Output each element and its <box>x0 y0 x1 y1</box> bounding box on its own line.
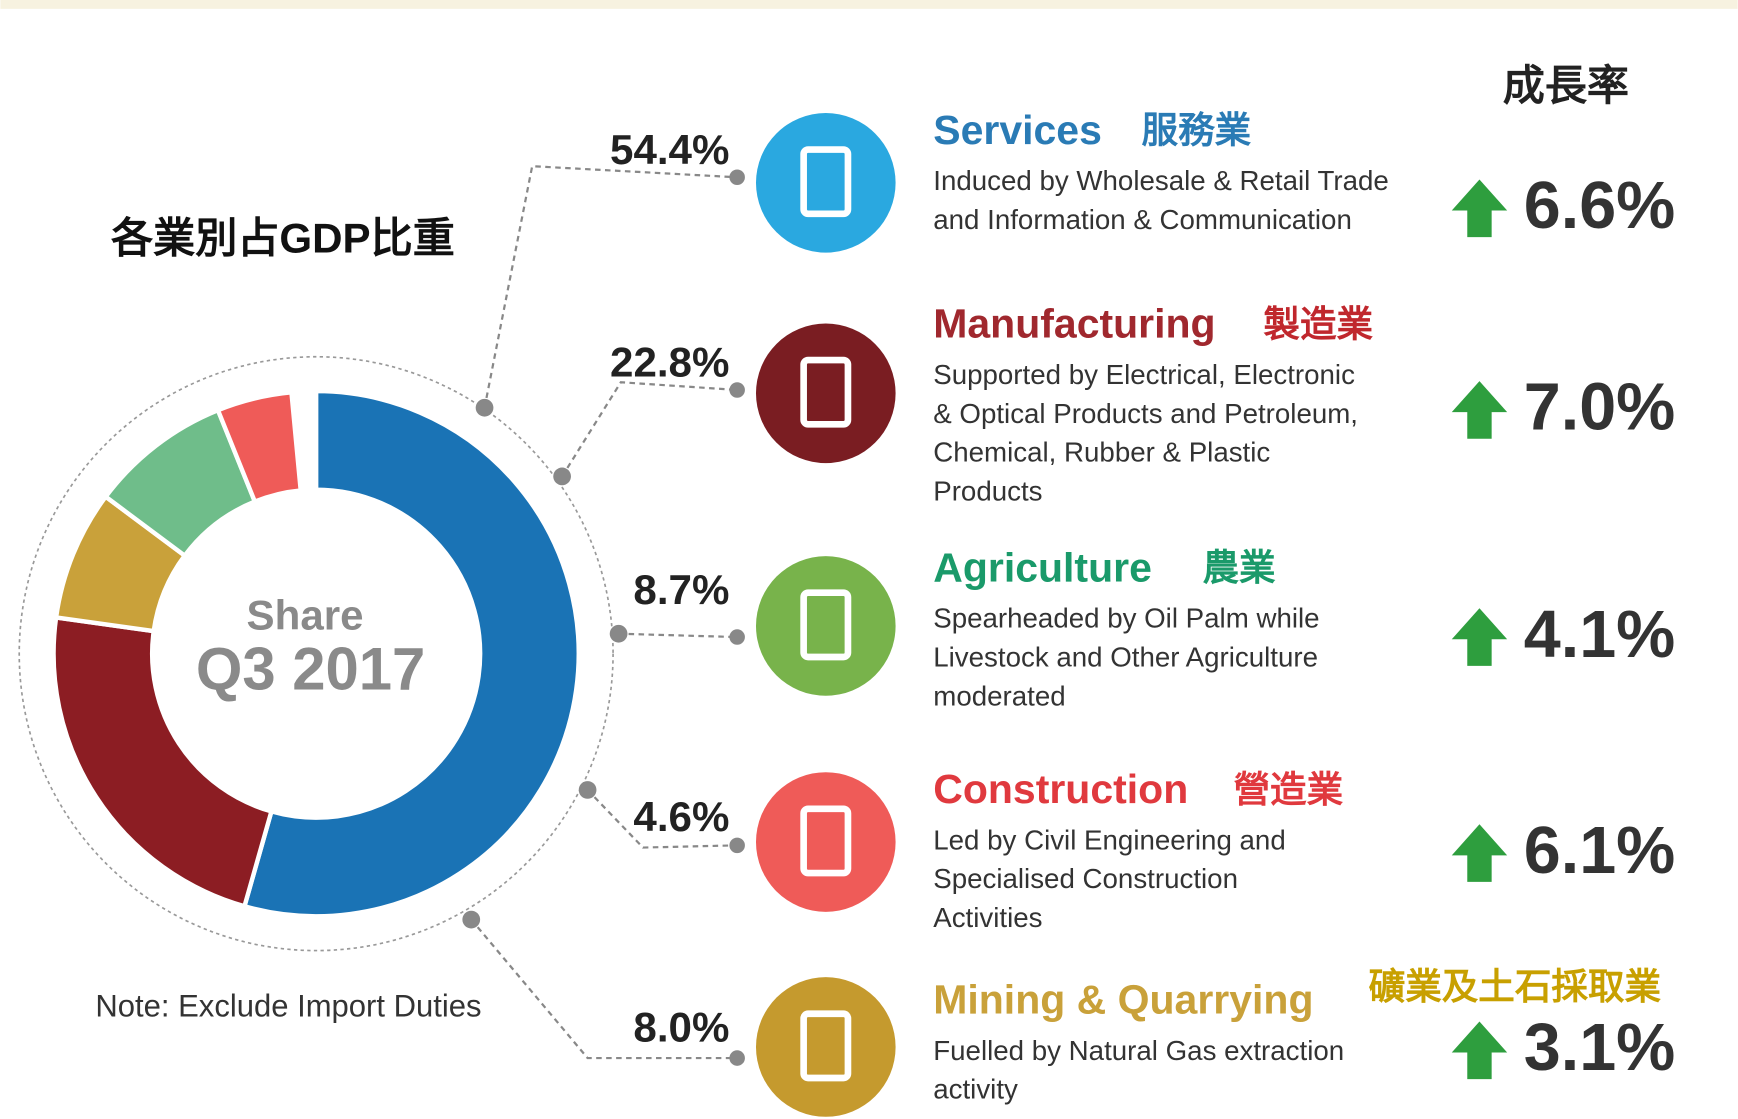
category-name-zh: 服務業 <box>1142 110 1252 151</box>
donut-slice <box>241 388 581 919</box>
description: activity <box>933 1074 1018 1105</box>
icon-glyph <box>800 356 852 428</box>
icon-glyph <box>800 589 852 661</box>
icon-circle <box>755 113 896 253</box>
connectors <box>470 165 738 1060</box>
category-name-zh: 農業 <box>1202 547 1276 588</box>
value-label: 54.4% <box>610 126 729 173</box>
growth-rate: 7.0% <box>1524 371 1676 445</box>
icon-circle <box>755 556 896 696</box>
description: Specialised Construction <box>933 863 1238 894</box>
growth-header: 成長率 <box>1503 62 1629 109</box>
up-arrow <box>1451 381 1508 439</box>
icon-circle <box>755 772 896 912</box>
category-name-zh: 礦業及土石採取業 <box>1369 966 1662 1007</box>
icon-circle <box>755 977 896 1117</box>
description: Products <box>933 475 1042 506</box>
category-name: Mining & Quarrying <box>933 976 1313 1022</box>
value-label: 8.0% <box>633 1003 729 1050</box>
icon-glyph <box>800 146 852 218</box>
top-band <box>0 0 1738 9</box>
center-label: Share <box>247 591 364 638</box>
description: Livestock and Other Agriculture <box>933 642 1318 673</box>
description: Led by Civil Engineering and <box>933 824 1285 855</box>
description: Chemical, Rubber & Plastic <box>933 437 1270 468</box>
description: Induced by Wholesale & Retail Trade <box>933 165 1389 196</box>
category-name: Services <box>933 107 1102 153</box>
center-label: Q3 2017 <box>196 635 425 702</box>
description: & Optical Products and Petroleum, <box>933 398 1358 429</box>
growth-rate: 3.1% <box>1524 1011 1676 1085</box>
donut-slice <box>51 614 275 910</box>
category-name-zh: 營造業 <box>1234 769 1344 810</box>
icon-glyph <box>800 1010 852 1082</box>
category-name: Construction <box>933 766 1188 812</box>
up-arrow <box>1451 1021 1508 1080</box>
up-arrow <box>1451 179 1508 238</box>
category-name: Agriculture <box>933 544 1152 590</box>
icon-glyph <box>800 805 852 877</box>
value-label: 8.7% <box>633 566 729 613</box>
growth-rate: 6.1% <box>1524 814 1676 888</box>
description: Spearheaded by Oil Palm while <box>933 603 1319 634</box>
category-name-zh: 製造業 <box>1263 303 1373 344</box>
growth-rate: 6.6% <box>1524 169 1676 243</box>
subtitle: 各業別占GDP比重 <box>111 215 455 262</box>
value-label: 22.8% <box>610 339 729 386</box>
description: Supported by Electrical, Electronic <box>933 359 1355 390</box>
description: Fuelled by Natural Gas extraction <box>933 1035 1344 1066</box>
value-label: 4.6% <box>633 793 729 840</box>
description: moderated <box>933 680 1065 711</box>
up-arrow <box>1451 608 1508 666</box>
description: and Information & Communication <box>933 204 1352 235</box>
icon-circle <box>755 323 896 464</box>
donut-slice <box>215 389 304 505</box>
category-name: Manufacturing <box>933 301 1215 347</box>
connector-dots <box>462 169 745 1066</box>
growth-rate: 4.1% <box>1524 598 1676 672</box>
up-arrow <box>1451 824 1508 882</box>
outer-ring <box>18 355 614 952</box>
description: Activities <box>933 902 1042 933</box>
note: Note: Exclude Import Duties <box>95 988 481 1023</box>
